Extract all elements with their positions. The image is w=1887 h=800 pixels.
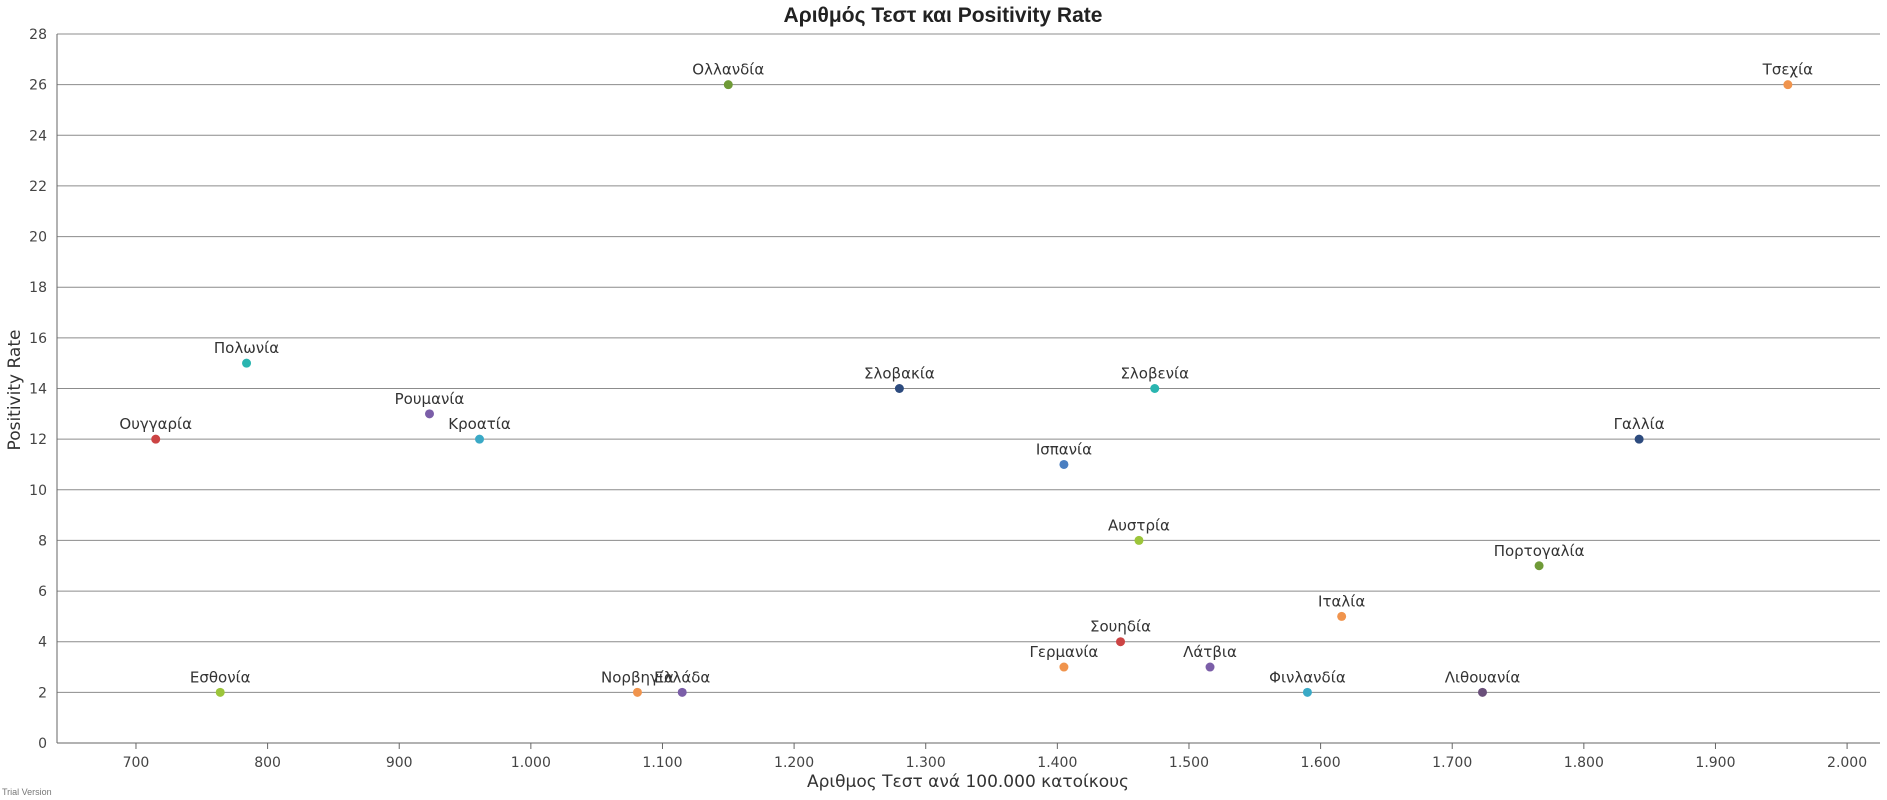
data-label: Ουγγαρία bbox=[119, 415, 192, 433]
x-tick-label: 1.000 bbox=[511, 755, 551, 771]
data-point[interactable] bbox=[1150, 384, 1160, 393]
data-label: Αυστρία bbox=[1108, 516, 1170, 534]
data-label: Ελλάδα bbox=[654, 668, 710, 686]
data-point[interactable] bbox=[894, 384, 904, 393]
data-label: Λιθουανία bbox=[1445, 668, 1521, 686]
data-label: Πολωνία bbox=[214, 339, 279, 357]
y-tick-label: 18 bbox=[29, 280, 47, 296]
data-point[interactable] bbox=[1059, 662, 1069, 672]
data-label: Φινλανδία bbox=[1269, 668, 1346, 686]
data-point[interactable] bbox=[1634, 434, 1644, 444]
data-point[interactable] bbox=[723, 80, 733, 90]
x-tick-label: 1.900 bbox=[1695, 755, 1735, 771]
data-point[interactable] bbox=[677, 687, 687, 697]
x-tick-label: 1.800 bbox=[1564, 755, 1604, 771]
data-point[interactable] bbox=[1534, 561, 1544, 571]
x-tick-label: 1.500 bbox=[1169, 755, 1209, 771]
chart-title: Αριθμός Τεστ και Positivity Rate bbox=[784, 4, 1103, 27]
data-label: Πορτογαλία bbox=[1494, 542, 1585, 560]
y-tick-label: 16 bbox=[29, 331, 47, 347]
data-point[interactable] bbox=[1059, 459, 1069, 469]
data-point[interactable] bbox=[1337, 611, 1347, 621]
y-axis-label: Positivity Rate bbox=[5, 330, 25, 451]
data-label: Σλοβακία bbox=[864, 365, 935, 383]
point-labels: Ολλανδία Τσεχία Πολωνία Σλοβακία Σλοβενία Ρου… bbox=[119, 61, 1813, 687]
x-tick-label: 1.100 bbox=[642, 755, 682, 771]
data-point[interactable] bbox=[475, 434, 485, 444]
data-label: Γερμανία bbox=[1030, 643, 1099, 661]
data-point[interactable] bbox=[242, 358, 252, 368]
y-tick-label: 24 bbox=[29, 128, 47, 144]
x-tick-label: 800 bbox=[254, 755, 281, 771]
y-tick-label: 20 bbox=[29, 230, 47, 246]
data-point[interactable] bbox=[1477, 687, 1487, 697]
y-tick-label: 8 bbox=[38, 533, 47, 549]
data-label: Τσεχία bbox=[1762, 61, 1814, 79]
data-label: Κροατία bbox=[448, 415, 511, 433]
x-tick-label: 900 bbox=[386, 755, 413, 771]
data-point[interactable] bbox=[1302, 687, 1312, 697]
x-tick-label: 1.700 bbox=[1432, 755, 1472, 771]
trial-version-watermark: Trial Version bbox=[2, 787, 52, 797]
y-tick-label: 22 bbox=[29, 179, 47, 195]
y-tick-label: 12 bbox=[29, 432, 47, 448]
data-label: Εσθονία bbox=[190, 668, 251, 686]
grid-lines bbox=[57, 33, 1880, 744]
y-tick-label: 28 bbox=[29, 27, 47, 43]
x-tick-label: 2.000 bbox=[1827, 755, 1867, 771]
data-point[interactable] bbox=[1116, 637, 1126, 647]
data-label: Ισπανία bbox=[1036, 440, 1092, 458]
y-tick-label: 6 bbox=[38, 584, 47, 600]
data-point[interactable] bbox=[424, 409, 434, 419]
data-label: Νορβηγία bbox=[601, 668, 674, 686]
data-label: Σλοβενία bbox=[1120, 365, 1189, 383]
y-tick-label: 10 bbox=[29, 483, 47, 499]
data-point[interactable] bbox=[632, 687, 642, 697]
x-axis-label: Αριθμος Τεστ ανά 100.000 κατοίκους bbox=[807, 772, 1129, 792]
data-point[interactable] bbox=[215, 687, 225, 697]
y-tick-label: 0 bbox=[38, 736, 47, 752]
x-tick-label: 700 bbox=[123, 755, 150, 771]
data-points bbox=[151, 80, 1793, 697]
y-tick-label: 2 bbox=[38, 685, 47, 701]
data-point[interactable] bbox=[1134, 535, 1144, 545]
x-tick-label: 1.600 bbox=[1301, 755, 1341, 771]
data-label: Ρουμανία bbox=[395, 390, 465, 408]
y-tick-label: 26 bbox=[29, 78, 47, 94]
data-label: Λάτβια bbox=[1183, 643, 1237, 661]
data-point[interactable] bbox=[1205, 662, 1215, 672]
x-tick-labels: 700 800 900 1.000 1.100 1.200 1.300 1.400 1.500 1… bbox=[123, 755, 1868, 771]
y-tick-label: 14 bbox=[29, 382, 47, 398]
x-tick-label: 1.300 bbox=[906, 755, 946, 771]
data-label: Ιταλία bbox=[1318, 592, 1365, 610]
axes bbox=[56, 34, 1880, 749]
x-tick-label: 1.400 bbox=[1037, 755, 1077, 771]
data-label: Σουηδία bbox=[1090, 618, 1151, 636]
x-tick-label: 1.200 bbox=[774, 755, 814, 771]
data-label: Ολλανδία bbox=[692, 61, 764, 79]
data-point[interactable] bbox=[1783, 80, 1793, 90]
data-label: Γαλλία bbox=[1614, 415, 1665, 433]
data-point[interactable] bbox=[151, 434, 161, 444]
y-tick-label: 4 bbox=[38, 635, 47, 651]
